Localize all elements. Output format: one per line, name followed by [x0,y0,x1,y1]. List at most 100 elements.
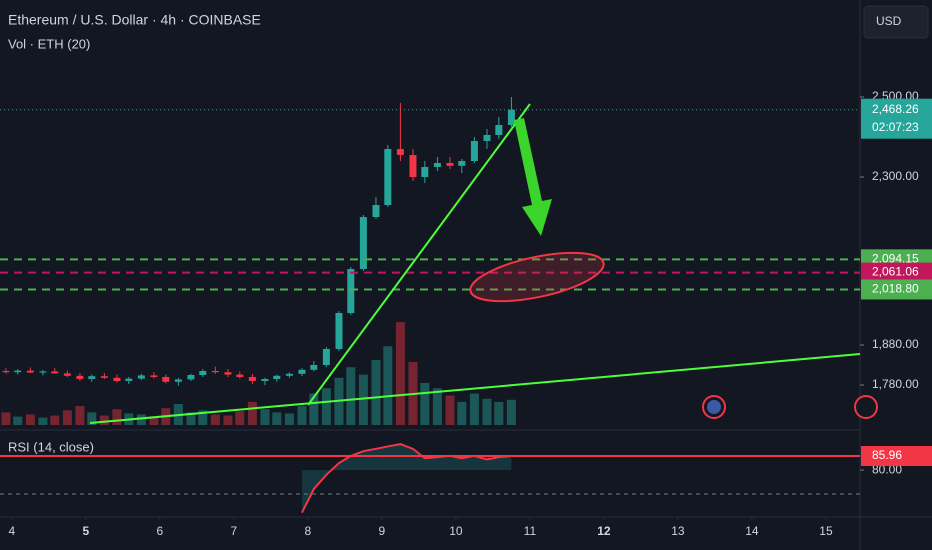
last-price-box [861,98,932,139]
volume-bar [87,412,97,425]
x-tick-label: 5 [83,524,90,538]
y-tick-label: 1,780.00 [872,377,919,391]
candle-body [372,205,380,217]
level-label: 2,061.06 [872,265,919,279]
volume-bar [25,414,35,425]
volume-bar [321,388,331,425]
event-flag-inner [707,400,721,414]
candle-body [273,375,281,379]
x-tick-label: 14 [745,524,759,538]
volume-bar [469,393,479,425]
currency-button[interactable] [863,5,929,39]
arrow [514,118,552,236]
x-tick-label: 15 [819,524,833,538]
candle-body [76,375,84,379]
candle-body [433,163,441,167]
candle-body [88,376,96,379]
x-tick-label: 6 [157,524,164,538]
candle-body [174,379,182,382]
volume-bar [50,415,60,425]
y-tick-label: 2,300.00 [872,169,919,183]
candle-body [137,375,145,379]
highlight-ellipse [469,251,605,303]
candle-body [359,217,367,269]
volume-bar [247,401,257,425]
volume-bar [309,393,319,425]
candle-body [421,167,429,177]
x-tick-label: 7 [231,524,238,538]
candle-body [495,125,503,135]
candle-body [14,370,22,373]
volume-bar [420,383,430,425]
candle-body [409,155,417,177]
x-tick-label: 8 [305,524,312,538]
event-flag [854,395,878,419]
candle-body [396,149,404,155]
countdown: 02:07:23 [872,120,919,134]
volume-label: Vol · ETH (20) [8,36,90,51]
volume-bar [198,410,208,425]
x-tick-label: 11 [524,524,537,538]
volume-bar [38,417,48,425]
rsi-last-label: 85.96 [872,448,902,462]
x-tick-label: 12 [597,524,611,538]
rsi-label: RSI (14, close) [8,439,94,454]
candle-body [63,373,71,376]
level-label-box [861,262,932,283]
candle-body [285,373,293,376]
candle-body [211,371,219,373]
volume-bar [445,395,455,425]
volume-bar [383,346,393,425]
volume-bar [284,413,294,425]
candle-body [470,141,478,161]
rsi-fill [301,444,512,513]
currency-button-label[interactable]: USD [876,14,902,28]
level-label: 2,094.15 [872,252,919,266]
volume-bar [457,401,467,425]
candle-body [113,377,121,381]
volume-bar [506,399,516,425]
volume-bar [223,415,233,425]
level-label-box [861,279,932,300]
y-tick-label: 1,880.00 [872,337,919,351]
candle-body [446,163,454,166]
candle-body [224,372,232,375]
x-tick-label: 13 [671,524,685,538]
volume-bar [75,406,85,425]
volume-bar [494,401,504,425]
volume-bar [235,411,245,425]
volume-bar [358,374,368,425]
volume-bar [186,412,196,425]
candle-body [310,365,318,370]
volume-bar [210,414,220,425]
candle-body [261,379,269,381]
x-tick-label: 9 [379,524,386,538]
last-price-label: 2,468.26 [872,102,919,116]
title: Ethereum / U.S. Dollar · 4h · COINBASE [8,12,261,28]
x-tick-label: 10 [449,524,463,538]
volume-bar [260,409,270,425]
candle-body [335,313,343,349]
volume-bar [272,412,282,425]
candle-body [248,377,256,381]
volume-bar [99,415,109,425]
volume-bar [346,367,356,425]
volume-bar [432,388,442,425]
candle-body [187,375,195,380]
volume-bar [13,416,23,425]
candle-body [236,374,244,377]
candle-body [39,371,47,373]
trend-line [307,103,531,406]
volume-bar [395,322,405,425]
candle-body [2,371,10,373]
candle-body [150,375,158,377]
candle-body [298,369,306,374]
candle-body [322,349,330,365]
volume-bar [297,406,307,425]
rsi-last-box [861,446,932,467]
candle-body [507,109,515,125]
candle-body [51,371,59,374]
volume-bar [149,416,159,425]
